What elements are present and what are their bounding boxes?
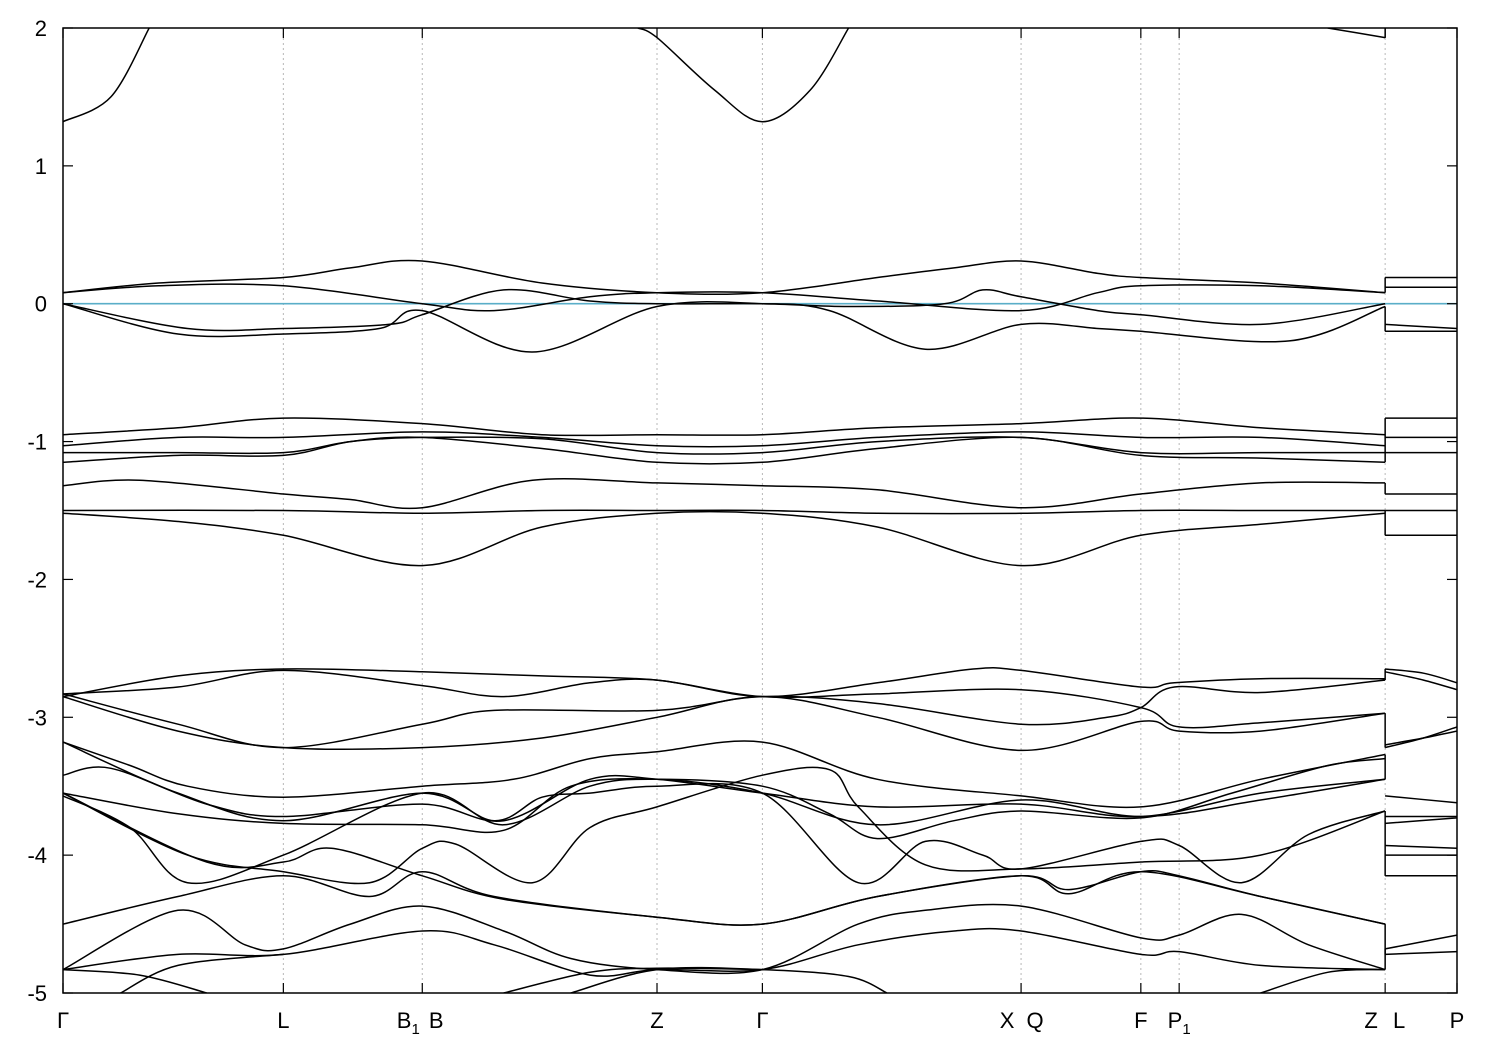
y-tick-label: 0 bbox=[35, 292, 47, 317]
band-line bbox=[63, 870, 1386, 926]
y-tick-label: -3 bbox=[27, 705, 47, 730]
band-line bbox=[63, 259, 1386, 296]
band-line bbox=[63, 968, 207, 993]
x-tick-label: B1 bbox=[397, 1008, 420, 1038]
band-line bbox=[63, 766, 1386, 885]
kpoint-grid-lines bbox=[282, 28, 1386, 993]
band-line bbox=[63, 509, 1386, 515]
y-tick-label: -5 bbox=[27, 981, 47, 1006]
band-line bbox=[63, 436, 1386, 465]
x-tick-label: Γ bbox=[57, 1008, 69, 1033]
band-line bbox=[63, 28, 150, 123]
y-tick-label: 1 bbox=[35, 154, 47, 179]
x-tick-label: Z bbox=[1364, 1008, 1377, 1033]
band-line bbox=[1385, 795, 1457, 804]
band-line bbox=[1385, 950, 1457, 956]
x-tick-label: F bbox=[1134, 1008, 1147, 1033]
y-tick-label: -4 bbox=[27, 843, 47, 868]
band-line bbox=[503, 967, 763, 993]
band-line bbox=[63, 740, 1386, 809]
x-tick-label: Q bbox=[1027, 1008, 1044, 1033]
band-line bbox=[1384, 671, 1457, 691]
band-line bbox=[63, 903, 1386, 975]
x-tick-label: Z bbox=[650, 1008, 663, 1033]
band-line bbox=[63, 510, 1386, 567]
band-line bbox=[63, 477, 1386, 510]
band-line bbox=[120, 953, 284, 993]
band-line bbox=[63, 431, 1386, 448]
plot-frame bbox=[62, 27, 1458, 994]
band-line bbox=[63, 741, 1386, 885]
band-line bbox=[1385, 323, 1457, 330]
band-line bbox=[63, 283, 1386, 312]
x-tick-label: P bbox=[1450, 1008, 1465, 1033]
band-line bbox=[1384, 934, 1457, 950]
x-tick-label: P1 bbox=[1168, 1008, 1191, 1038]
y-tick-label: -1 bbox=[27, 430, 47, 455]
band-line bbox=[637, 28, 850, 123]
band-line bbox=[63, 436, 1386, 455]
x-axis: Γ X QL B1 B Z Γ F P1 Z L P bbox=[57, 28, 1464, 1038]
x-tick-label: B bbox=[429, 1008, 444, 1033]
band-line bbox=[1260, 968, 1386, 993]
band-line bbox=[1385, 844, 1457, 850]
y-tick-label: -2 bbox=[27, 567, 47, 592]
y-tick-label: 2 bbox=[35, 16, 47, 41]
x-tick-label: L bbox=[1393, 1008, 1405, 1033]
band-line bbox=[1384, 730, 1457, 746]
band-line bbox=[63, 777, 1386, 834]
x-tick-label: Γ bbox=[756, 1008, 768, 1033]
y-axis: 2 1 0 -1 -2 -3 -4 -5 bbox=[27, 16, 1457, 1006]
band-line bbox=[1385, 668, 1457, 684]
band-line bbox=[63, 417, 1386, 437]
band-line bbox=[63, 301, 1386, 353]
band-line bbox=[63, 669, 1386, 729]
bands-group bbox=[63, 28, 1457, 993]
x-tick-label: L bbox=[277, 1008, 289, 1033]
band-line bbox=[1385, 817, 1457, 825]
x-tick-label: X bbox=[1000, 1008, 1015, 1033]
band-line bbox=[63, 695, 1386, 752]
